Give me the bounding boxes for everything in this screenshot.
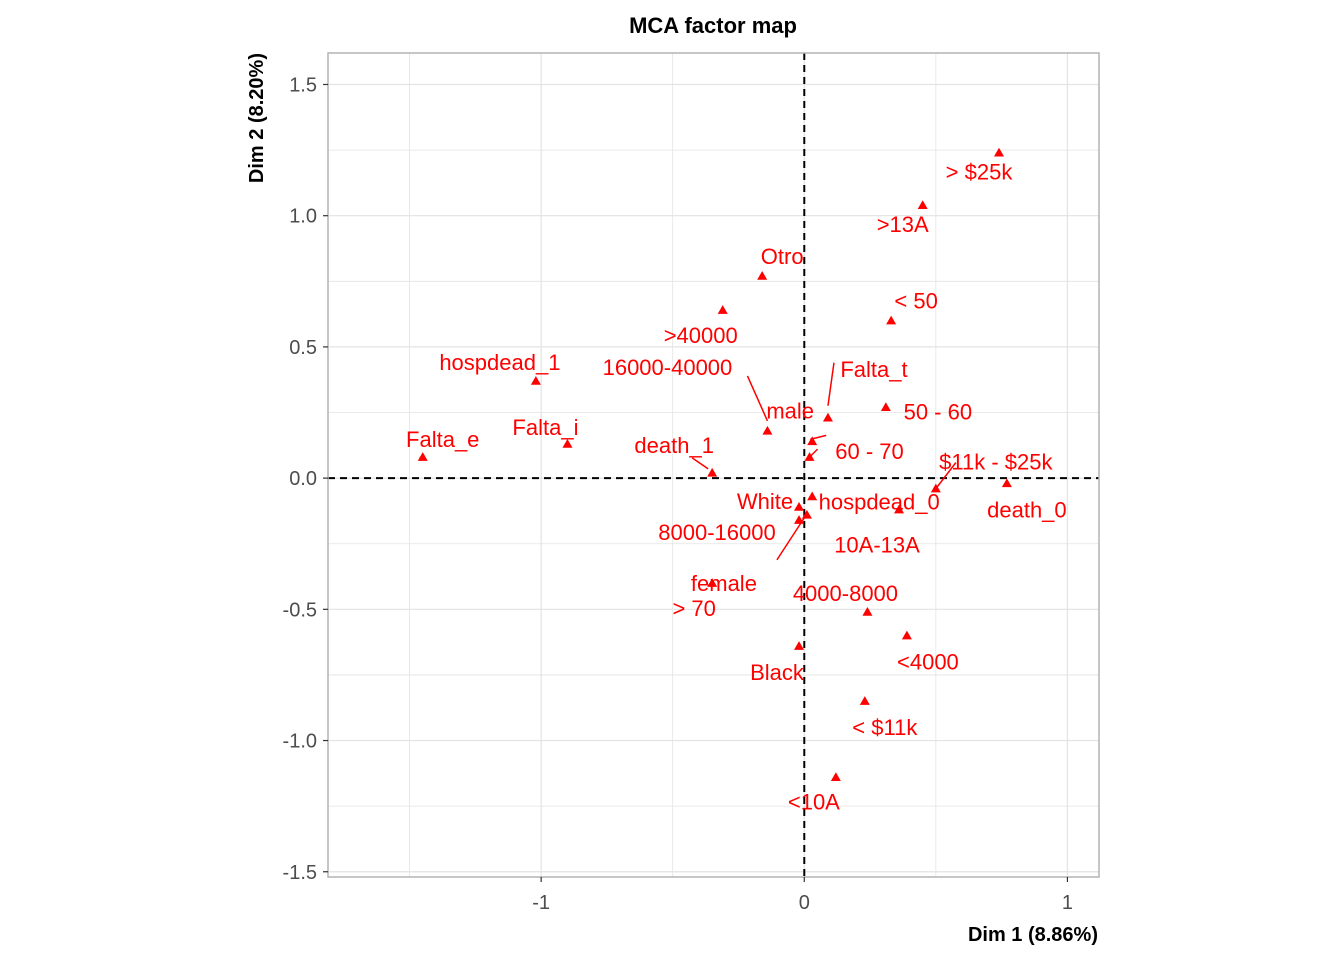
- y-tick-label: 0.0: [289, 468, 317, 490]
- reference-lines: [328, 53, 1099, 877]
- point-marker: [562, 439, 573, 448]
- point-label: 4000-8000: [793, 581, 898, 606]
- point-marker: [530, 376, 541, 385]
- point-marker: [794, 641, 805, 650]
- point-label: White: [737, 489, 793, 514]
- point-marker: [804, 452, 815, 461]
- label-leaders: [691, 362, 957, 561]
- label-leader-line: [691, 457, 709, 470]
- point-label: hospdead_0: [819, 489, 940, 514]
- y-tick-label: -0.5: [283, 599, 317, 621]
- point-label: 16000-40000: [603, 355, 733, 380]
- point-marker: [994, 147, 1005, 157]
- point-label: $11k - $25k: [939, 450, 1053, 475]
- point-marker: [794, 501, 805, 511]
- point-label: 60 - 70: [835, 439, 904, 464]
- point-marker: [794, 515, 805, 524]
- point-marker: [822, 412, 833, 422]
- x-tick-label: 0: [799, 892, 810, 914]
- point-marker: [417, 452, 428, 461]
- y-tick-label: 0.5: [289, 337, 317, 359]
- point-label: female: [691, 571, 757, 596]
- point-label: > $25k: [946, 160, 1014, 185]
- label-leader-line: [935, 462, 957, 490]
- point-label: Otro: [761, 244, 804, 269]
- y-tick-label: -1.5: [283, 862, 317, 884]
- point-label: 10A-13A: [834, 533, 920, 558]
- label-leader-line: [746, 375, 769, 422]
- point-marker: [807, 491, 818, 501]
- point-marker: [930, 483, 941, 493]
- point-marker: [807, 436, 818, 446]
- point-label: < $11k: [852, 715, 918, 740]
- panel-border: [327, 52, 1100, 878]
- y-tick-label: 1.0: [289, 206, 317, 228]
- point-marker: [757, 271, 768, 280]
- point-marker: [917, 200, 928, 209]
- label-leader-line: [827, 362, 835, 406]
- point-label: male: [766, 398, 814, 423]
- point-marker: [894, 504, 905, 514]
- point-marker: [901, 630, 912, 640]
- y-tick-label: -1.0: [283, 731, 317, 753]
- point-label: 50 - 60: [904, 399, 973, 424]
- point-label: Black: [750, 660, 805, 685]
- point-marker: [707, 578, 718, 587]
- y-tick-label: 1.5: [289, 74, 317, 96]
- point-label: death_1: [634, 433, 714, 458]
- point-marker: [762, 425, 773, 435]
- point-label: hospdead_1: [439, 350, 560, 375]
- point-label: >13A: [877, 212, 929, 237]
- point-label: > 70: [672, 596, 715, 621]
- points: [417, 147, 1012, 782]
- x-tick-label: 1: [1062, 892, 1073, 914]
- point-marker: [862, 606, 873, 616]
- point-label: Falta_i: [512, 415, 578, 440]
- point-marker: [801, 509, 812, 519]
- point-label: <4000: [897, 650, 959, 675]
- point-marker: [830, 772, 841, 782]
- y-axis-title: Dim 2 (8.20%): [246, 53, 268, 183]
- chart-title: MCA factor map: [629, 13, 797, 38]
- point-marker: [717, 305, 728, 314]
- point-marker: [859, 696, 870, 705]
- point-labels: > $25k >13A Otro >40000 < 50 hospdead_1 16000-…: [406, 160, 1067, 815]
- x-axis-title: Dim 1 (8.86%): [968, 924, 1098, 946]
- point-label: Falta_t: [840, 357, 907, 382]
- point-label: < 50: [894, 289, 937, 314]
- point-marker: [1001, 478, 1012, 488]
- point-label: 8000-16000: [658, 520, 775, 545]
- label-leader-line: [776, 516, 806, 561]
- x-tick-label: -1: [532, 892, 550, 914]
- point-marker: [707, 467, 718, 477]
- axis-ticks: -1 0 1 -1.5 -1.0 -0.5 0.0 0.5 1.0 1.5: [283, 74, 1073, 914]
- point-marker: [886, 315, 897, 325]
- point-label: <10A: [788, 789, 840, 814]
- point-label: death_0: [987, 497, 1067, 522]
- point-label: >40000: [664, 323, 738, 348]
- point-marker: [880, 402, 891, 412]
- point-label: Falta_e: [406, 427, 479, 452]
